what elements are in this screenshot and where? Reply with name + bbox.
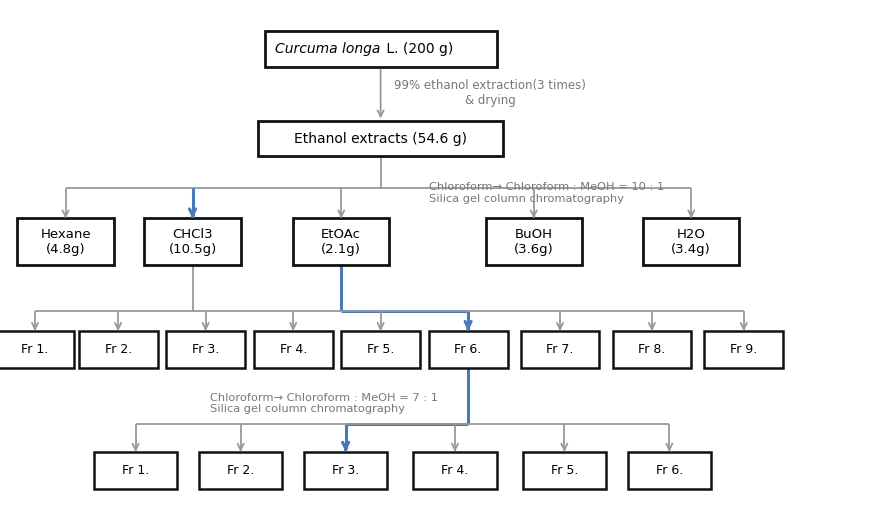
FancyBboxPatch shape — [341, 331, 420, 368]
Text: EtOAc
(2.1g): EtOAc (2.1g) — [321, 228, 361, 255]
Text: Hexane
(4.8g): Hexane (4.8g) — [40, 228, 91, 255]
Text: Chloroform→ Chloroform : MeOH = 10 : 1
Silica gel column chromatography: Chloroform→ Chloroform : MeOH = 10 : 1 S… — [429, 182, 664, 204]
Text: Fr 3.: Fr 3. — [192, 343, 220, 356]
Text: Ethanol extracts (54.6 g): Ethanol extracts (54.6 g) — [294, 132, 467, 146]
FancyBboxPatch shape — [144, 218, 241, 265]
FancyBboxPatch shape — [612, 331, 691, 368]
FancyBboxPatch shape — [258, 121, 503, 156]
FancyBboxPatch shape — [94, 452, 177, 489]
FancyBboxPatch shape — [79, 331, 158, 368]
FancyBboxPatch shape — [200, 452, 282, 489]
Text: BuOH
(3.6g): BuOH (3.6g) — [514, 228, 554, 255]
Text: Fr 3.: Fr 3. — [332, 464, 360, 477]
FancyBboxPatch shape — [18, 218, 114, 265]
FancyBboxPatch shape — [486, 218, 582, 265]
Text: Fr 7.: Fr 7. — [546, 343, 574, 356]
FancyBboxPatch shape — [293, 218, 389, 265]
Text: Fr 9.: Fr 9. — [730, 343, 758, 356]
Text: Chloroform→ Chloroform : MeOH = 7 : 1
Silica gel column chromatography: Chloroform→ Chloroform : MeOH = 7 : 1 Si… — [210, 393, 438, 414]
Text: L. (200 g): L. (200 g) — [382, 42, 452, 56]
FancyBboxPatch shape — [628, 452, 711, 489]
Text: Fr 6.: Fr 6. — [655, 464, 683, 477]
Text: Fr 1.: Fr 1. — [21, 343, 49, 356]
FancyBboxPatch shape — [254, 331, 332, 368]
FancyBboxPatch shape — [265, 31, 497, 67]
Text: Curcuma longa: Curcuma longa — [276, 42, 381, 56]
FancyBboxPatch shape — [0, 331, 74, 368]
Text: Fr 6.: Fr 6. — [454, 343, 482, 356]
FancyBboxPatch shape — [414, 452, 497, 489]
FancyBboxPatch shape — [643, 218, 739, 265]
Text: Fr 1.: Fr 1. — [122, 464, 150, 477]
Text: Fr 2.: Fr 2. — [104, 343, 132, 356]
Text: Fr 8.: Fr 8. — [638, 343, 666, 356]
FancyBboxPatch shape — [521, 331, 599, 368]
FancyBboxPatch shape — [304, 452, 388, 489]
Text: Fr 5.: Fr 5. — [550, 464, 578, 477]
Text: H2O
(3.4g): H2O (3.4g) — [671, 228, 711, 255]
Text: Fr 4.: Fr 4. — [441, 464, 469, 477]
Text: 99% ethanol extraction(3 times)
& drying: 99% ethanol extraction(3 times) & drying — [394, 79, 586, 106]
FancyBboxPatch shape — [523, 452, 606, 489]
Text: Fr 4.: Fr 4. — [279, 343, 307, 356]
FancyBboxPatch shape — [166, 331, 245, 368]
FancyBboxPatch shape — [429, 331, 508, 368]
Text: Fr 5.: Fr 5. — [367, 343, 395, 356]
Text: Fr 2.: Fr 2. — [227, 464, 255, 477]
FancyBboxPatch shape — [704, 331, 783, 368]
Text: CHCl3
(10.5g): CHCl3 (10.5g) — [168, 228, 217, 255]
